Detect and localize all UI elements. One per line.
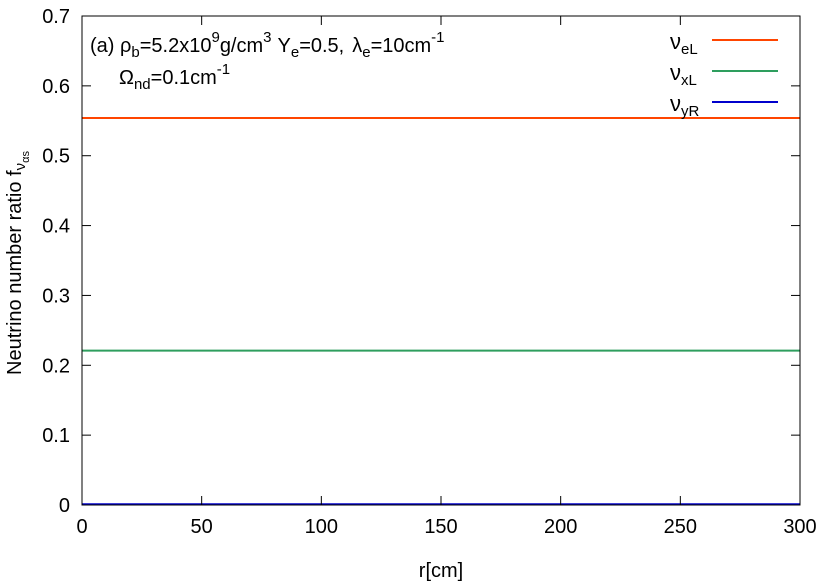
legend: νeL νxL νyR [670,29,778,120]
y-tick-label: 0.4 [42,216,70,238]
plot-layer [82,116,800,506]
annotation-line-1: (a) ρb=5.2x109g/cm3 Ye=0.5, λe=10cm-1 [90,29,445,61]
plot-frame [81,15,801,506]
x-tick-label: 0 [76,516,87,538]
legend-entry-nu-xL: νxL [670,60,778,89]
y-tick-label: 0.2 [42,355,70,377]
y-axis-label: Neutrino number ratio fναs [4,151,32,375]
y-tick-label: 0.6 [42,76,70,98]
legend-entry-nu-yR: νyR [670,91,778,120]
x-tick-label: 200 [544,516,577,538]
x-tick-label: 150 [424,516,457,538]
annotation-line-2: Ωnd=0.1cm-1 [119,61,230,93]
y-tick-label: 0.3 [42,285,70,307]
x-tick-label: 100 [305,516,338,538]
legend-label-nu-xL: νxL [670,60,697,89]
legend-label-nu-eL: νeL [670,29,698,58]
legend-entry-nu-eL: νeL [670,29,778,58]
x-tick-label: 50 [191,516,213,538]
y-tick-label: 0.7 [42,6,70,28]
y-tick-label: 0.1 [42,425,70,447]
y-tick-label: 0.5 [42,146,70,168]
legend-label-nu-yR: νyR [670,91,700,120]
y-tick-label: 0 [59,495,70,517]
x-tick-label: 250 [664,516,697,538]
x-axis-label: r[cm] [419,560,463,581]
x-tick-label: 300 [783,516,816,538]
axis-layer: 0 50 100 150 200 250 300 0 0.1 0.2 0.3 0.4 0.5 0.6 0.7 [42,6,817,538]
